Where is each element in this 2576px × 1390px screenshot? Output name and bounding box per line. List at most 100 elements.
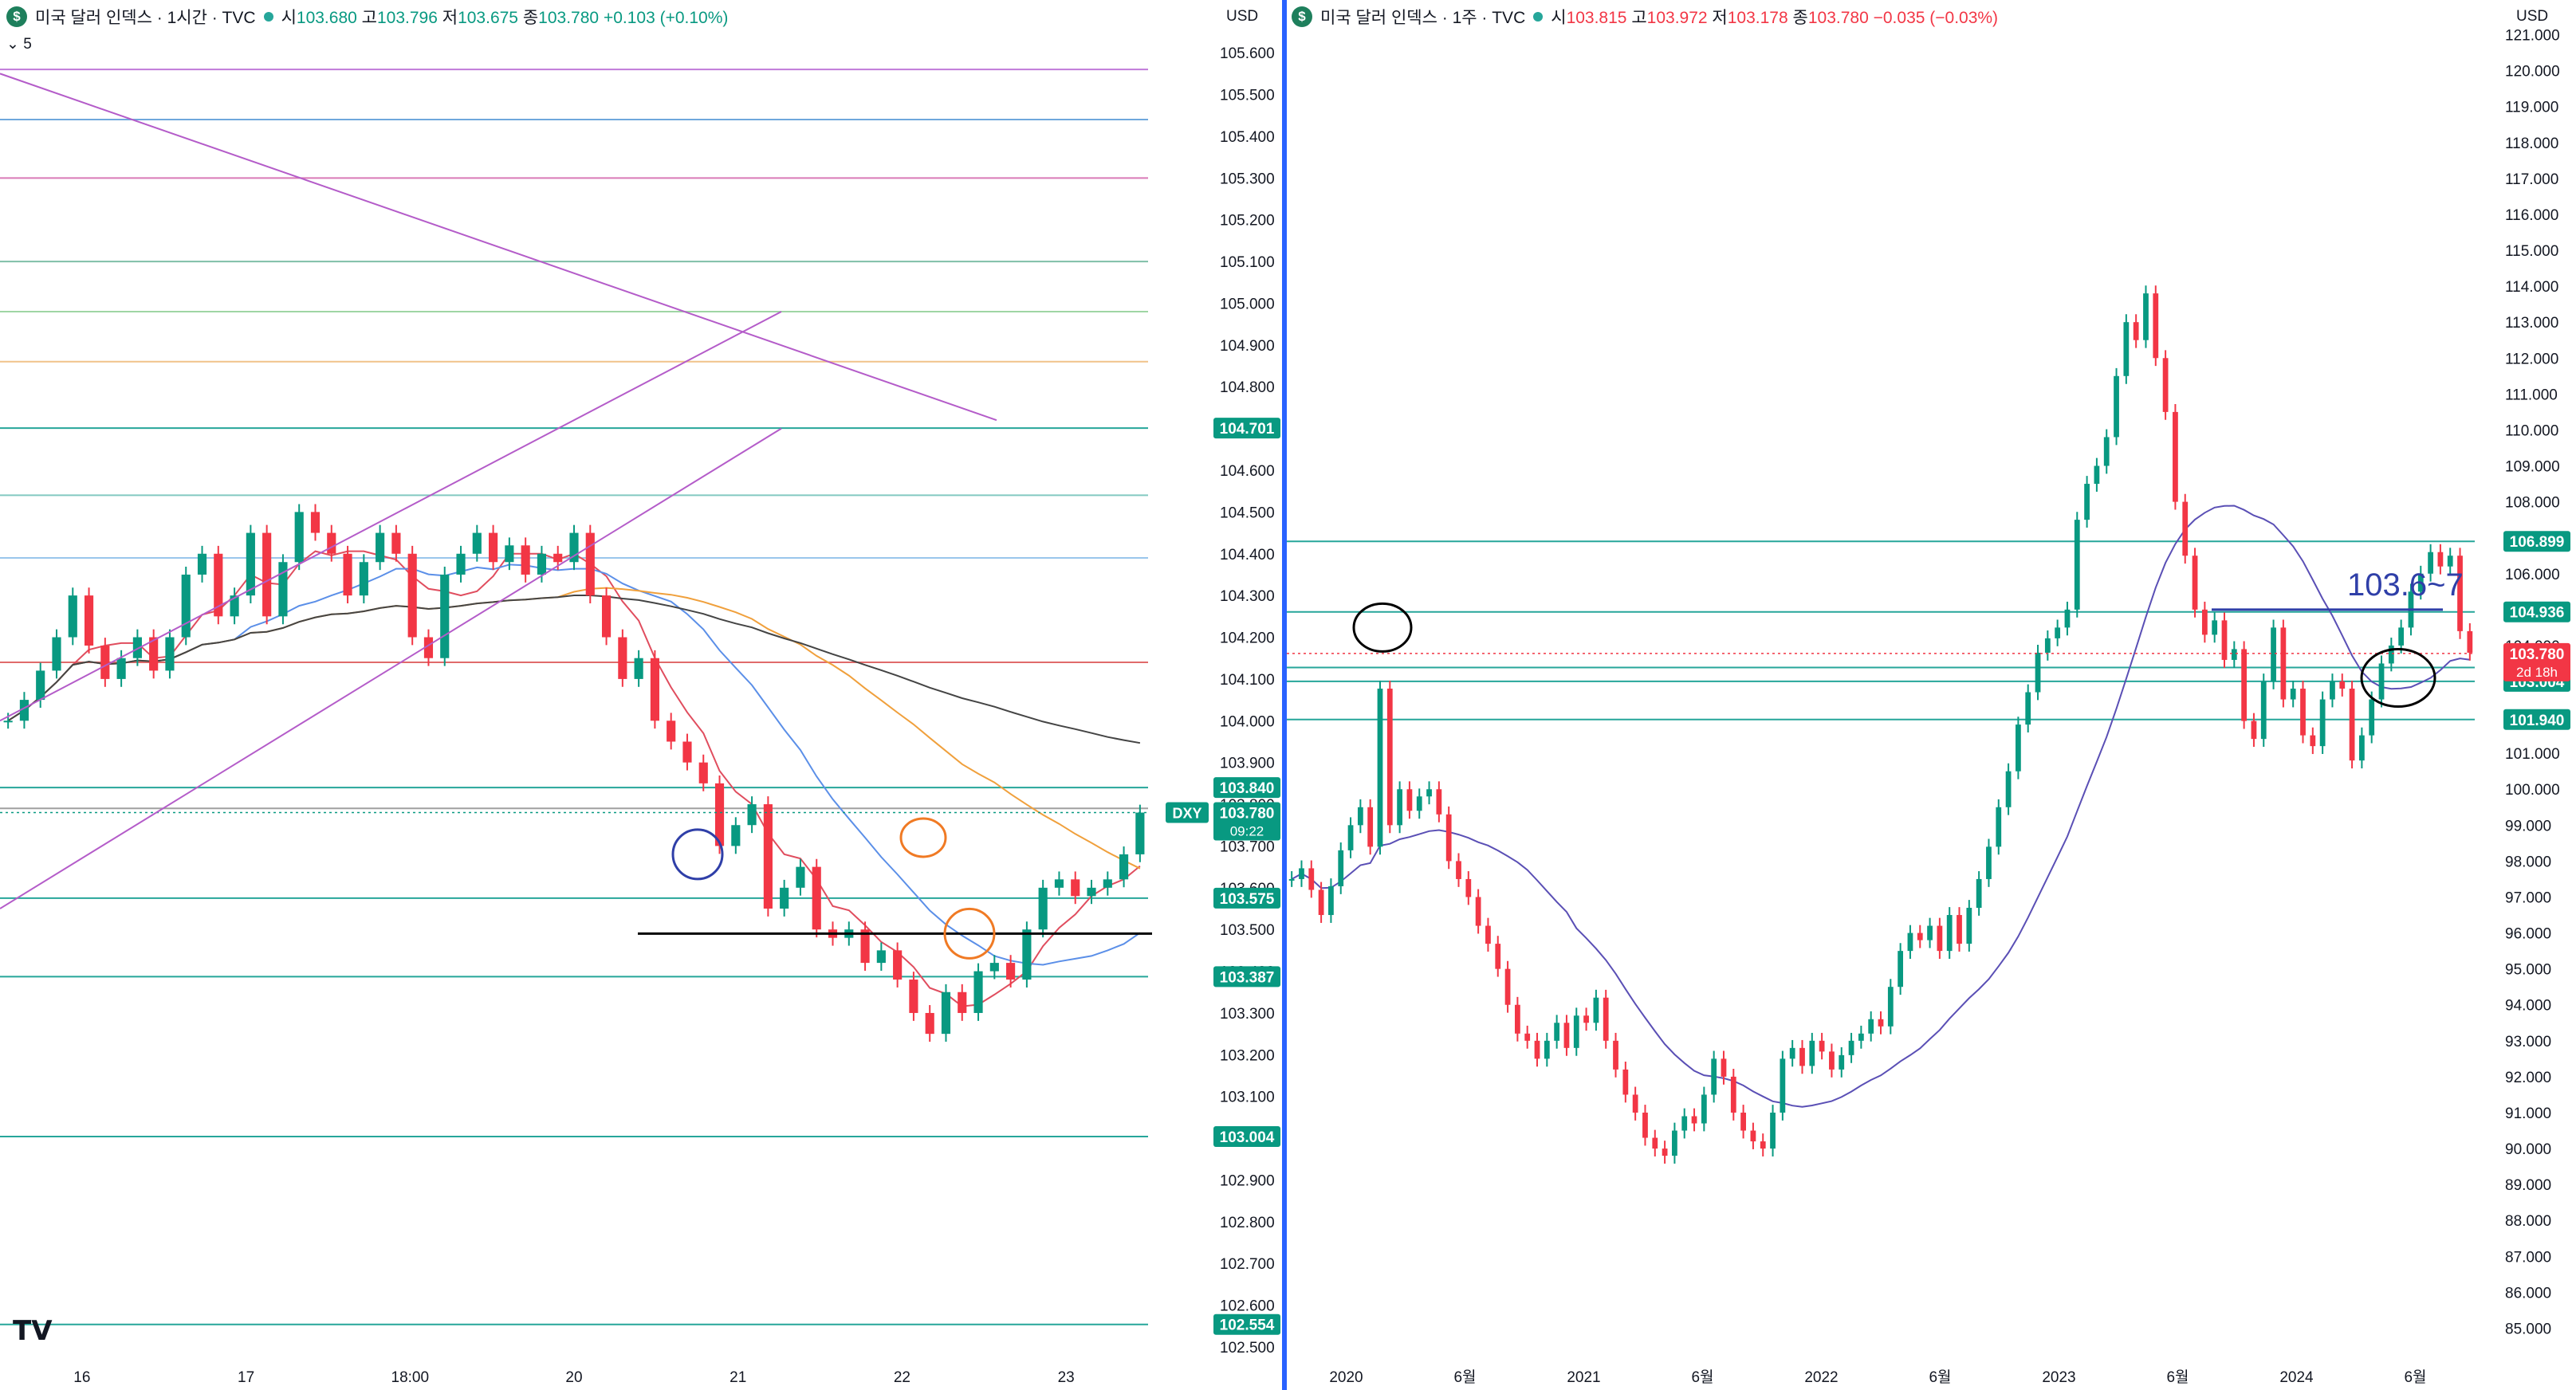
candle-body — [2241, 649, 2248, 721]
candle-body — [941, 991, 951, 1035]
trendline — [0, 311, 782, 722]
chart-panel-weekly[interactable]: 121.000 120.000 119.000 118.000 117.000 116.0… — [1287, 0, 2576, 1390]
candle-body — [2114, 375, 2119, 438]
moving-average-line — [7, 595, 1141, 744]
candle-body — [246, 532, 255, 596]
candle-body — [2025, 692, 2031, 725]
candle-body — [1386, 689, 1393, 826]
price-tag-box — [2503, 531, 2570, 552]
candle-body — [2319, 699, 2326, 747]
y-tick-label: 105.200 — [1220, 213, 1275, 230]
price-tag-box — [1213, 887, 1280, 909]
candle-body — [1917, 933, 1923, 940]
tradingview-logo-icon[interactable]: TV — [13, 1315, 53, 1347]
y-tick-label: 105.100 — [1220, 254, 1275, 271]
symbol-tag-label: DXY — [1172, 806, 1201, 822]
y-tick-label: 104.400 — [1220, 547, 1275, 563]
candle-body — [973, 971, 983, 1013]
candle-body — [1622, 1069, 1629, 1095]
candle-body — [84, 595, 94, 646]
candle-body — [2084, 484, 2090, 520]
candle-body — [1426, 789, 1432, 797]
y-tick-label: 94.000 — [2505, 998, 2551, 1015]
candle-body — [2428, 552, 2433, 574]
y-tick-label: 104.600 — [1220, 463, 1275, 480]
y-tick-label: 101.000 — [2505, 746, 2560, 763]
candle-body — [747, 804, 757, 826]
candle-body — [1103, 879, 1112, 888]
candle-body — [1652, 1137, 1658, 1149]
candle-body — [1819, 1040, 1825, 1052]
candle-body — [2447, 556, 2453, 567]
candle-body — [1672, 1130, 1677, 1156]
candle-body — [1780, 1058, 1786, 1113]
y-tick-label: 91.000 — [2505, 1105, 2551, 1122]
chart-panel-hourly[interactable]: 105.600 105.500 105.400 105.300 105.200 105.1… — [0, 0, 1282, 1390]
candle-body — [1436, 789, 1442, 815]
candle-body — [2437, 552, 2444, 567]
candle-body — [149, 637, 159, 671]
candle-body — [1475, 897, 1481, 926]
x-tick-label: 6월 — [2404, 1368, 2426, 1386]
candle-body — [1406, 789, 1413, 811]
candle-body — [1135, 812, 1145, 854]
candle-body — [376, 532, 385, 563]
candle-body — [19, 700, 29, 721]
candle-body — [1996, 807, 2002, 847]
symbol-logo-icon: $ — [1292, 6, 1312, 27]
candle-body — [2123, 322, 2130, 376]
y-tick-label: 108.000 — [2505, 495, 2560, 512]
price-tag-label: 103.840 — [1220, 780, 1275, 797]
candle-body — [100, 646, 110, 679]
panel-divider[interactable] — [1282, 0, 1287, 1390]
candle-body — [423, 637, 434, 658]
candle-body — [2133, 322, 2139, 340]
market-open-indicator-icon — [1533, 12, 1544, 22]
trendline — [0, 73, 997, 422]
candle-body — [1927, 925, 1933, 940]
candle-body — [2016, 724, 2021, 772]
y-tick-label: 102.900 — [1220, 1172, 1275, 1189]
current-price-box — [1213, 802, 1280, 841]
candle-body — [1809, 1040, 1815, 1066]
candle-body — [521, 545, 530, 575]
market-open-indicator-icon — [263, 12, 273, 22]
y-tick-label: 104.500 — [1220, 505, 1275, 521]
candle-body — [2398, 627, 2405, 646]
candle-body — [1367, 807, 1374, 847]
candle-body — [925, 1012, 934, 1035]
candle-body — [1495, 944, 1501, 969]
candle-body — [230, 595, 239, 617]
y-tick-label: 105.000 — [1220, 296, 1275, 312]
current-price-label: 103.780 — [1220, 806, 1275, 823]
candle-body — [2231, 649, 2237, 660]
indicator-value[interactable]: ⌄ 5 — [6, 36, 32, 53]
candle-body — [763, 804, 773, 909]
candle-body — [1681, 1116, 1688, 1131]
y-tick-label: 118.000 — [2505, 135, 2558, 152]
price-tag-box — [1213, 418, 1280, 439]
currency-label[interactable]: USD — [2516, 8, 2549, 25]
marker-circle — [943, 907, 996, 960]
weekly-chart-canvas[interactable]: 121.000 120.000 119.000 118.000 117.000 116.0… — [1287, 0, 2576, 1390]
candle-body — [1563, 1023, 1570, 1048]
candle-body — [294, 512, 304, 563]
candle-body — [1544, 1040, 1550, 1059]
candle-body — [197, 553, 207, 575]
y-tick-label: 119.000 — [2505, 100, 2558, 116]
candle-body — [440, 574, 450, 658]
candle-body — [2290, 689, 2296, 700]
candle-body — [698, 762, 708, 783]
candle-body — [1456, 861, 1461, 879]
candle-body — [1898, 951, 1904, 988]
candle-body — [1087, 887, 1096, 897]
y-tick-label: 104.000 — [1220, 713, 1275, 730]
hourly-chart-canvas[interactable]: 105.600 105.500 105.400 105.300 105.200 105.1… — [0, 0, 1282, 1390]
x-tick-label: 2024 — [2279, 1369, 2314, 1386]
candle-body — [407, 553, 417, 638]
x-tick-label: 21 — [730, 1369, 746, 1386]
x-tick-label: 2023 — [2042, 1369, 2075, 1386]
price-tag-box — [1213, 966, 1280, 988]
currency-label[interactable]: USD — [1226, 8, 1259, 25]
candle-body — [667, 721, 676, 742]
